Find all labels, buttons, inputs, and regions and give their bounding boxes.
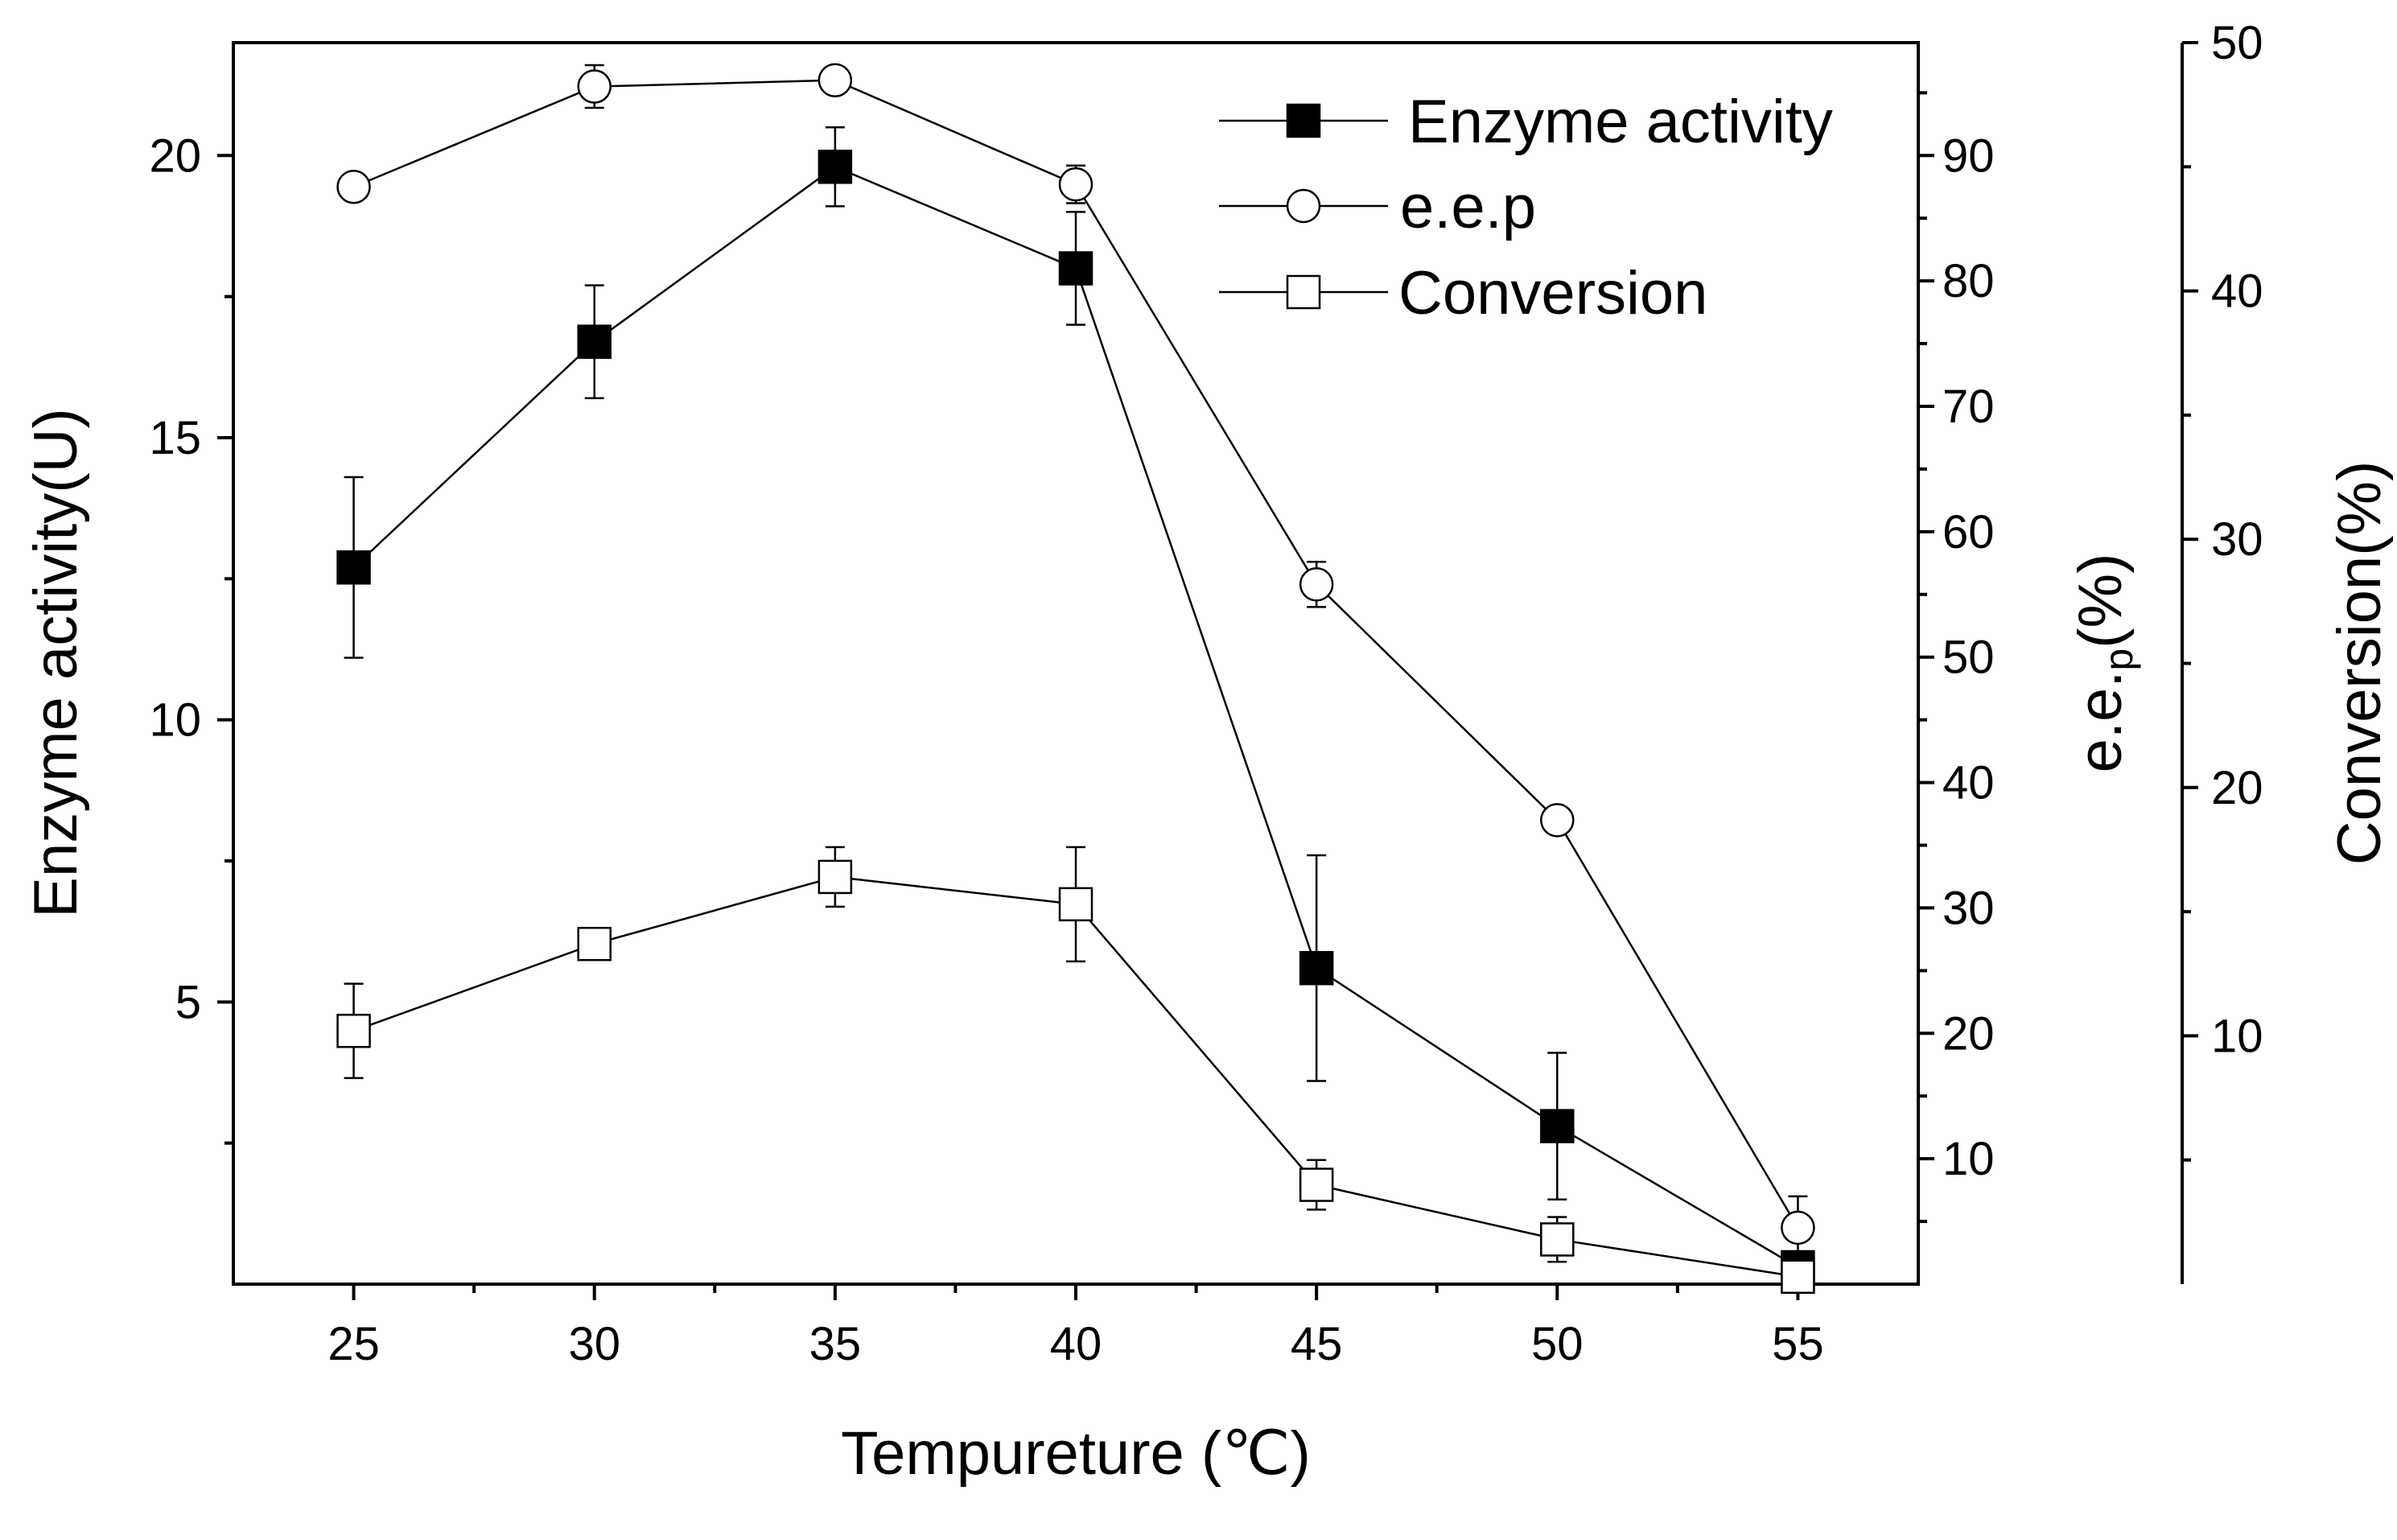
x-tick-label: 50: [1531, 1318, 1584, 1370]
data-point-circle: [577, 69, 612, 104]
x-tick-label: 25: [327, 1318, 380, 1370]
legend-enzyme-label: Enzyme activity: [1408, 88, 1833, 156]
data-point-circle: [336, 169, 371, 204]
x-tick-label: 45: [1291, 1318, 1343, 1370]
x-tick-label: 30: [568, 1318, 620, 1370]
y3-tick-label: 40: [2211, 266, 2263, 318]
data-point-filled-square: [1299, 950, 1334, 986]
data-point-circle: [1781, 1210, 1815, 1246]
data-point-filled-square: [1058, 251, 1093, 286]
data-point-open-square: [818, 859, 853, 895]
data-point-circle: [818, 63, 853, 98]
data-point-open-square: [1540, 1222, 1575, 1257]
data-point-circle: [1540, 803, 1575, 838]
y2-tick-label: 10: [1942, 1133, 1995, 1185]
y3-tick-label: 10: [2211, 1010, 2263, 1062]
y-tick-label: 10: [149, 694, 201, 747]
legend-conversion-marker: [1286, 274, 1321, 310]
x-tick-label: 35: [809, 1318, 862, 1370]
data-point-filled-square: [577, 324, 612, 359]
x-tick-label: 55: [1772, 1318, 1824, 1370]
y2-axis-title: e.e.p(%): [2066, 554, 2141, 773]
y2-tick-label: 50: [1942, 632, 1995, 684]
y-axis-title: Enzyme activity(U): [22, 408, 90, 917]
ticks-layer: 25 30 35 40 45 50 5551015201020304050607080901…: [149, 17, 2263, 1370]
y-tick-label: 15: [149, 412, 201, 464]
legend-eep-label: e.e.p: [1400, 173, 1536, 241]
y2-tick-label: 40: [1942, 757, 1995, 809]
series-layer: [336, 63, 1815, 1294]
y2-tick-label: 70: [1942, 381, 1995, 433]
data-point-circle: [1058, 167, 1093, 202]
data-point-circle: [1299, 567, 1334, 602]
data-point-open-square: [577, 926, 612, 961]
y2-tick-label: 30: [1942, 882, 1995, 934]
y2-tick-label: 60: [1942, 506, 1995, 558]
y2-tick-label: 20: [1942, 1007, 1995, 1060]
data-point-filled-square: [818, 150, 853, 184]
y3-tick-label: 30: [2211, 513, 2263, 566]
y2-tick-label: 90: [1942, 130, 1995, 182]
legend-eep-marker: [1286, 188, 1321, 224]
data-point-open-square: [1781, 1259, 1815, 1294]
y3-tick-label: 20: [2211, 762, 2263, 814]
y-tick-label: 5: [175, 976, 201, 1028]
data-point-open-square: [336, 1013, 371, 1048]
legend: Enzyme activity e.e.p Conversion: [1219, 88, 1833, 327]
y-tick-label: 20: [149, 130, 201, 182]
x-tick-label: 40: [1050, 1318, 1102, 1370]
legend-enzyme-marker: [1286, 103, 1321, 138]
data-point-filled-square: [336, 550, 371, 585]
y3-axis-title: Conversion(%): [2325, 461, 2394, 866]
data-point-open-square: [1299, 1167, 1334, 1202]
legend-conversion-label: Conversion: [1398, 259, 1707, 327]
series-line-0: [352, 165, 1799, 1269]
y3-tick-label: 50: [2211, 17, 2263, 69]
y2-tick-label: 80: [1942, 255, 1995, 307]
data-point-filled-square: [1540, 1109, 1575, 1143]
data-point-open-square: [1058, 887, 1093, 922]
x-axis-title: Tempureture (℃): [841, 1419, 1311, 1488]
